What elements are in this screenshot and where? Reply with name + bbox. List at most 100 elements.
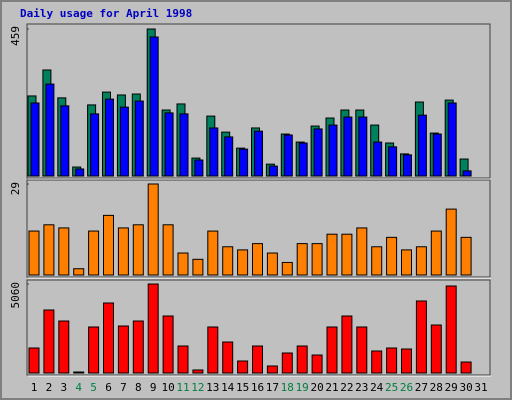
bar [386,236,398,276]
x-tick-label: 28 [430,381,443,394]
bar [209,127,219,177]
bar [162,315,174,374]
x-tick-label: 8 [135,381,142,394]
x-tick-label: 9 [150,381,157,394]
bar [222,341,234,374]
panel-frame [26,23,491,179]
bar [430,230,442,276]
bar [43,224,55,276]
bar [403,154,412,177]
x-tick-label: 5 [90,381,97,394]
bar [417,114,427,177]
x-tick-label: 13 [206,381,219,394]
chart-title: Daily usage for April 1998 [20,7,192,20]
y-tick-label: 5060 [9,282,22,309]
bar [252,345,263,374]
bar [296,345,308,374]
bar [432,133,442,177]
panel-frame [26,279,491,376]
bar [149,36,159,177]
bar [343,116,353,177]
x-tick-label: 15 [236,381,249,394]
bar [281,352,293,374]
bar [371,350,383,374]
bar [462,170,472,177]
y-tick-label: 459 [9,26,22,46]
x-tick-label: 31 [474,381,487,394]
x-tick-label: 30 [459,381,472,394]
bar [45,83,55,177]
bar [222,246,234,276]
bar [58,320,70,374]
x-tick-label: 18 [281,381,294,394]
x-tick-label: 3 [60,381,67,394]
x-tick-label: 4 [75,381,82,394]
bar [356,326,368,374]
bar [445,285,457,374]
bar [341,233,353,276]
bar [445,208,457,276]
bar [401,348,412,374]
x-tick-label: 14 [221,381,235,394]
y-tick-label: 29 [9,182,22,195]
bar [177,345,189,374]
bar [162,224,174,276]
bar [28,347,40,374]
x-tick-label: 27 [415,381,428,394]
bar [237,249,249,276]
bar [105,98,114,177]
bar [326,233,338,276]
bar [177,252,189,276]
x-tick-label: 2 [46,381,53,394]
bar [224,136,234,177]
bar [311,243,323,276]
bar [132,320,144,374]
x-tick-label: 1 [31,381,38,394]
x-tick-label: 17 [266,381,279,394]
bar [460,236,472,276]
bar [358,116,368,177]
bar [75,168,85,177]
bar [30,102,40,177]
bar [237,360,249,374]
x-tick-label: 19 [296,381,309,394]
bar [252,243,263,276]
bar [386,347,398,374]
bar [192,369,204,374]
bar [341,315,353,374]
bar [28,230,40,276]
bar [373,141,383,177]
bar [281,261,293,276]
x-tick-label: 16 [251,381,264,394]
bar [88,230,100,276]
bar [164,112,174,177]
bar [447,102,457,177]
x-tick-label: 22 [340,381,353,394]
bar [147,283,159,374]
x-tick-label: 24 [370,381,384,394]
bar [194,159,204,177]
bar [207,230,219,276]
bar [73,371,85,374]
bar [313,128,323,177]
x-tick-label: 12 [191,381,204,394]
x-tick-label: 25 [385,381,398,394]
bar [147,183,159,276]
panel-frame [26,179,491,278]
bar [371,246,383,276]
bar [328,124,338,177]
bar [326,326,338,374]
bar [132,224,144,276]
bar [460,361,472,374]
bar [254,130,263,177]
bar [119,106,129,177]
x-tick-label: 7 [120,381,127,394]
x-tick-label: 20 [310,381,323,394]
bar [103,302,114,374]
bar [296,243,308,276]
bar [134,100,144,177]
bar [117,325,129,374]
bar [415,246,427,276]
x-tick-label: 23 [355,381,368,394]
